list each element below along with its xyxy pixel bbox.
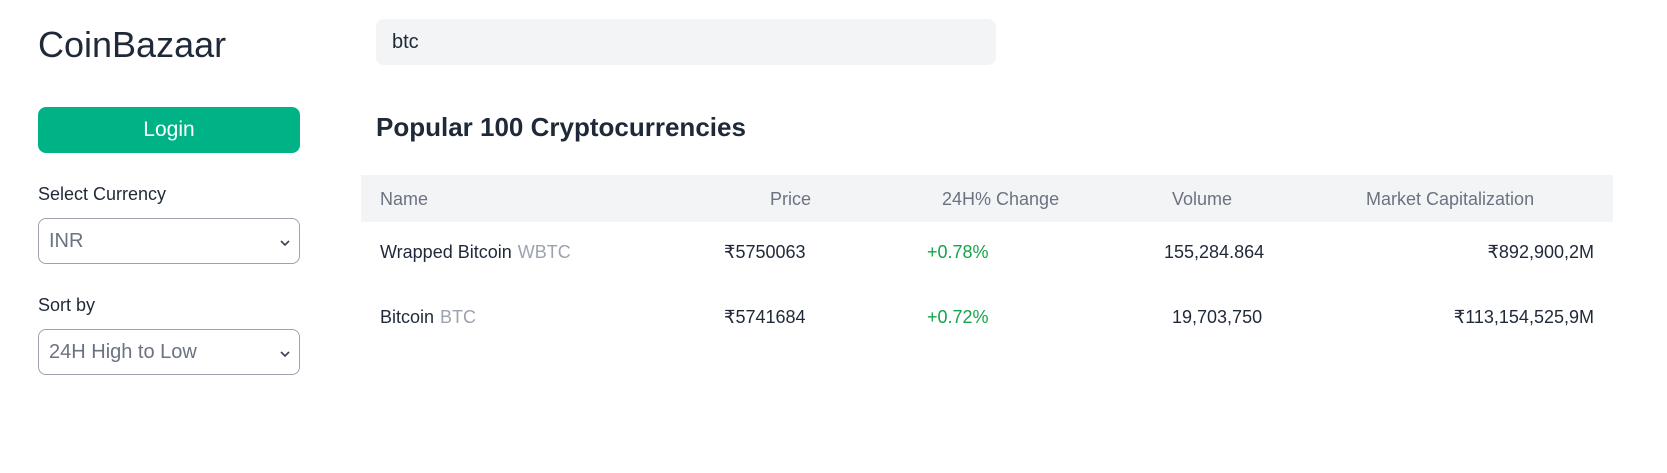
app-logo[interactable]: CoinBazaar: [38, 24, 227, 65]
sort-label: Sort by: [38, 295, 96, 315]
coin-name: Bitcoin: [380, 307, 435, 327]
login-button[interactable]: Login: [38, 107, 300, 153]
volume-cell: 19,703,750: [1172, 307, 1263, 327]
table-row[interactable]: Bitcoin BTC ₹5741684 +0.72% 19,703,750 ₹1…: [361, 287, 1613, 352]
crypto-table: Name Price 24H% Change Volume Market Cap…: [361, 175, 1613, 352]
column-header-change[interactable]: 24H% Change: [942, 189, 1060, 209]
volume-cell: 155,284.864: [1164, 242, 1265, 262]
sort-select[interactable]: 24H High to Low: [38, 329, 300, 375]
currency-select-value: INR: [49, 229, 84, 252]
coin-name: Wrapped Bitcoin: [380, 242, 512, 262]
coin-cell: Wrapped Bitcoin WBTC: [380, 242, 571, 263]
search-input[interactable]: [376, 19, 996, 65]
sort-select-value: 24H High to Low: [49, 340, 197, 363]
table-header: Name Price 24H% Change Volume Market Cap…: [361, 175, 1613, 222]
coin-symbol: BTC: [440, 307, 477, 327]
column-header-volume[interactable]: Volume: [1172, 189, 1233, 209]
table-row[interactable]: Wrapped Bitcoin WBTC ₹5750063 +0.78% 155,…: [361, 222, 1613, 287]
coin-cell: Bitcoin BTC: [380, 307, 476, 328]
column-header-market-cap[interactable]: Market Capitalization: [1366, 189, 1535, 209]
change-cell: +0.78%: [927, 242, 989, 262]
currency-label: Select Currency: [38, 184, 167, 204]
change-cell: +0.72%: [927, 307, 989, 327]
column-header-name[interactable]: Name: [380, 189, 429, 209]
column-header-price[interactable]: Price: [770, 189, 812, 209]
market-cap-cell: ₹892,900,2M: [1487, 242, 1594, 262]
chevron-down-icon: [279, 347, 290, 358]
coin-symbol: WBTC: [517, 242, 571, 262]
price-cell: ₹5741684: [724, 307, 806, 327]
currency-select[interactable]: INR: [38, 218, 300, 264]
price-cell: ₹5750063: [724, 242, 806, 262]
market-cap-cell: ₹113,154,525,9M: [1453, 307, 1594, 327]
page-title: Popular 100 Cryptocurrencies: [376, 112, 746, 142]
chevron-down-icon: [279, 236, 290, 247]
